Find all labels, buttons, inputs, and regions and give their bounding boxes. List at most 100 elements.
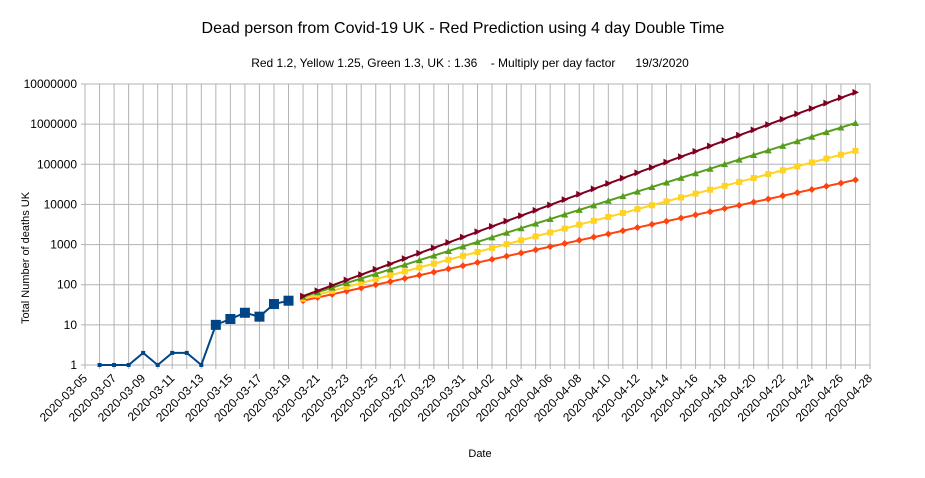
- data-point: [268, 299, 279, 310]
- data-point: [808, 185, 816, 193]
- data-point: [561, 210, 569, 218]
- data-point: [459, 233, 467, 241]
- data-point: [823, 99, 830, 107]
- data-point: [590, 185, 598, 193]
- y-axis-label: Total Number of deaths UK: [20, 191, 32, 324]
- data-point: [604, 197, 612, 204]
- data-point: [532, 233, 539, 240]
- y-tick-labels: 1 10 100 1000 10000 100000 1000000 10000000: [24, 77, 78, 372]
- data-point: [793, 189, 801, 197]
- data-point: [444, 265, 452, 273]
- data-point: [126, 363, 131, 367]
- data-point: [590, 217, 597, 224]
- data-point: [343, 283, 350, 290]
- data-point: [401, 274, 409, 282]
- data-point: [532, 246, 540, 254]
- data-point: [416, 249, 423, 257]
- y-tick-label: 10000000: [24, 77, 78, 91]
- series-line: [99, 299, 289, 367]
- data-point: [692, 147, 700, 155]
- data-point: [517, 249, 525, 257]
- data-point: [329, 281, 336, 289]
- data-point: [488, 255, 496, 263]
- data-point: [678, 194, 685, 201]
- data-point: [750, 126, 758, 134]
- data-point: [415, 271, 423, 279]
- data-point: [488, 233, 496, 241]
- data-point: [430, 252, 438, 259]
- data-point: [794, 163, 801, 170]
- data-point: [357, 284, 365, 292]
- data-point: [401, 255, 409, 263]
- data-point: [822, 182, 830, 190]
- data-point: [735, 201, 743, 209]
- data-point: [633, 224, 641, 232]
- axes: [84, 83, 871, 366]
- data-point: [852, 88, 859, 96]
- data-point: [678, 153, 685, 161]
- data-point: [793, 137, 801, 145]
- data-point: [372, 270, 380, 277]
- data-point: [736, 178, 743, 185]
- data-point: [283, 295, 294, 306]
- data-point: [575, 206, 583, 213]
- y-tick-label: 10000: [44, 197, 78, 211]
- data-point: [765, 171, 772, 178]
- data-point: [141, 350, 146, 355]
- data-point: [822, 128, 830, 136]
- data-point: [372, 276, 379, 283]
- data-point: [604, 230, 612, 238]
- data-point: [590, 233, 598, 241]
- data-point: [401, 261, 409, 268]
- data-point: [343, 279, 351, 287]
- data-point: [765, 121, 772, 129]
- data-point: [561, 239, 569, 247]
- data-point: [677, 214, 685, 222]
- data-point: [518, 212, 525, 220]
- data-point: [779, 192, 787, 200]
- data-point: [547, 201, 554, 209]
- data-point: [721, 160, 729, 168]
- data-point: [459, 242, 467, 250]
- data-point: [503, 241, 510, 248]
- data-point: [372, 265, 380, 273]
- data-point: [561, 225, 568, 232]
- data-point: [779, 167, 786, 174]
- data-point: [692, 211, 700, 219]
- data-point: [430, 268, 438, 276]
- y-tick-label: 100: [57, 278, 77, 292]
- data-point: [648, 202, 655, 209]
- data-point: [503, 217, 511, 225]
- data-point: [706, 165, 714, 172]
- data-point: [619, 174, 627, 182]
- data-point: [112, 363, 117, 367]
- data-point: [605, 213, 612, 220]
- data-point: [254, 311, 265, 322]
- x-tick-labels: 2020-03-052020-03-072020-03-092020-03-11…: [37, 371, 876, 425]
- data-point: [707, 186, 714, 193]
- data-point: [779, 115, 787, 123]
- data-point: [547, 229, 554, 236]
- data-point: [184, 350, 189, 355]
- data-point: [692, 169, 700, 177]
- data-point: [415, 256, 423, 264]
- data-point: [750, 175, 757, 182]
- data-point: [445, 256, 452, 263]
- data-point: [445, 239, 452, 247]
- data-point: [474, 248, 481, 255]
- data-point: [489, 222, 496, 230]
- data-point: [314, 287, 322, 295]
- data-point: [721, 137, 729, 145]
- data-point: [372, 281, 380, 289]
- data-point: [662, 217, 670, 225]
- data-point: [532, 206, 540, 214]
- data-point: [225, 313, 236, 324]
- data-point: [721, 205, 729, 213]
- data-point: [459, 262, 467, 270]
- data-point: [386, 265, 394, 273]
- data-point: [764, 195, 772, 203]
- data-point: [474, 228, 481, 236]
- grid: [81, 83, 871, 369]
- data-point: [343, 276, 351, 284]
- data-point: [663, 158, 670, 166]
